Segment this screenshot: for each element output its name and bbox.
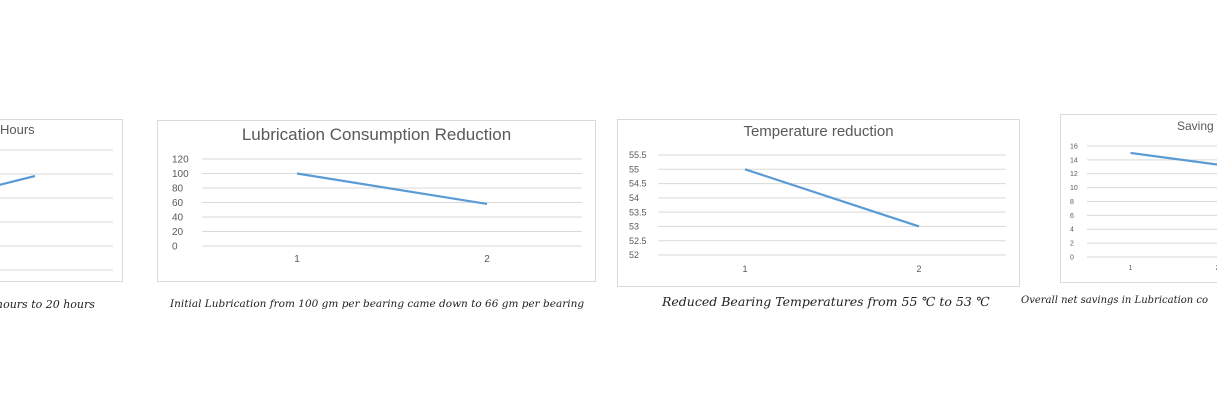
x-tick-label: 1	[1129, 265, 1133, 272]
series-line	[296, 172, 488, 206]
x-tick-label: 1	[742, 264, 747, 274]
chart-caption: Reduced Bearing Temperatures from 55 ℃ t…	[662, 294, 990, 309]
y-tick-label: 52.5	[629, 236, 647, 246]
y-tick-label: 20	[172, 227, 184, 238]
y-tick-label: 53	[629, 222, 639, 232]
y-tick-label: 54	[629, 193, 639, 203]
chart-title: Temperature reduction	[743, 123, 894, 140]
y-tick-label: 12	[1070, 171, 1078, 178]
chart-plot: 0 20 40 60 80 100 120 1 2	[172, 155, 582, 265]
chart-plot: 52 52.5 53 53.5 54 54.5 55 55.5 1 2	[629, 150, 1006, 274]
chart-caption: hours to 20 hours	[0, 298, 95, 311]
chart-title: Saving	[1177, 119, 1214, 133]
y-tick-label: 55.5	[629, 150, 647, 160]
series-line	[744, 168, 920, 228]
y-tick-label: 16	[1070, 143, 1078, 150]
y-tick-label: 14	[1070, 157, 1078, 164]
y-tick-label: 54.5	[629, 179, 647, 189]
y-tick-label: 6	[1070, 213, 1074, 220]
y-tick-label: 52	[629, 250, 639, 260]
chart-saving: Saving 024681012141612	[1060, 114, 1217, 283]
y-tick-label: 0	[172, 242, 178, 253]
gridlines	[0, 149, 113, 271]
chart-hours: Hours	[0, 119, 123, 282]
y-tick-label: 40	[172, 213, 184, 224]
y-tick-label: 80	[172, 184, 184, 195]
y-tick-label: 0	[1070, 254, 1074, 261]
y-tick-label: 4	[1070, 227, 1074, 234]
y-tick-label: 55	[629, 164, 639, 174]
y-tick-label: 120	[172, 155, 189, 166]
y-tick-label: 60	[172, 198, 184, 209]
chart-lubrication: Lubrication Consumption Reduction 0 20 40 6…	[157, 120, 596, 282]
x-tick-label: 2	[916, 264, 921, 274]
y-tick-label: 10	[1070, 185, 1078, 192]
chart-temperature: Temperature reduction 52 52.5 53 53.5 54 54.5…	[617, 119, 1020, 287]
y-tick-label: 53.5	[629, 207, 647, 217]
chart-plot	[0, 149, 113, 271]
x-tick-label: 1	[294, 254, 300, 265]
series-line	[1130, 151, 1217, 166]
y-tick-label: 8	[1070, 199, 1074, 206]
chart-caption: Overall net savings in Lubrication co	[1021, 295, 1209, 306]
x-tick-label: 2	[1216, 265, 1217, 272]
series-line	[0, 174, 36, 186]
chart-title: Hours	[0, 122, 35, 137]
chart-title: Lubrication Consumption Reduction	[241, 125, 512, 144]
chart-plot: 024681012141612	[1070, 143, 1217, 272]
x-tick-label: 2	[484, 254, 490, 265]
chart-caption: Initial Lubrication from 100 gm per bear…	[170, 298, 585, 310]
y-tick-label: 2	[1070, 241, 1074, 248]
y-tick-label: 100	[172, 169, 189, 180]
